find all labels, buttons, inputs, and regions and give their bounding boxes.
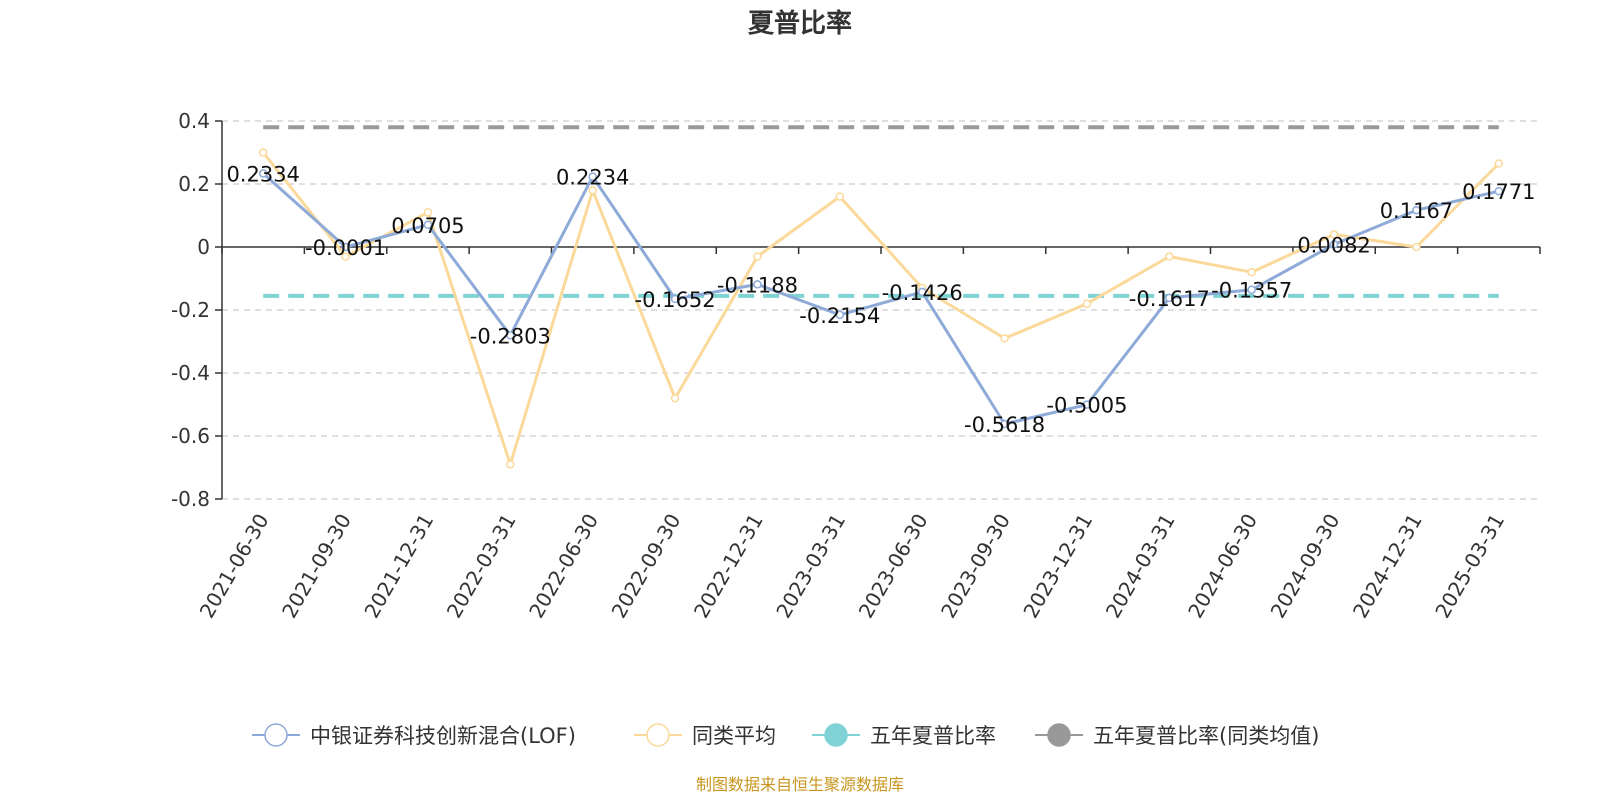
data-point xyxy=(835,310,845,320)
data-point xyxy=(506,331,515,340)
data-point xyxy=(1494,159,1504,168)
data-label: 0.1771 xyxy=(1462,180,1535,204)
x-tick-label: 2022-06-30 xyxy=(524,510,603,623)
data-label: 0.0082 xyxy=(1297,233,1370,257)
data-point xyxy=(1329,240,1339,249)
data-point xyxy=(1494,186,1504,196)
data-point xyxy=(670,393,680,403)
data-point xyxy=(1165,293,1174,303)
chart-title: 夏普比率 xyxy=(748,8,852,39)
legend-item: 中银证券科技创新混合(LOF) xyxy=(252,723,576,748)
x-tick-label: 2022-12-31 xyxy=(689,510,768,623)
data-point xyxy=(670,294,680,304)
data-label: 0.2334 xyxy=(226,162,299,186)
data-point xyxy=(1000,334,1009,343)
legend-swatch-marker xyxy=(824,723,848,747)
y-tick-label: 0.4 xyxy=(178,109,210,133)
data-point xyxy=(423,220,433,230)
x-tick-label: 2024-12-31 xyxy=(1348,510,1427,623)
y-tick-label: -0.4 xyxy=(171,361,210,385)
x-tick-label: 2023-12-31 xyxy=(1018,510,1097,623)
data-point xyxy=(1247,267,1256,277)
data-label: -0.1617 xyxy=(1129,287,1210,311)
legend-item: 五年夏普比率(同类均值) xyxy=(1035,723,1319,748)
data-label: 0.2234 xyxy=(556,166,629,190)
data-label: 0.0705 xyxy=(391,214,464,238)
data-point xyxy=(341,252,350,261)
legend-item: 五年夏普比率 xyxy=(812,723,996,748)
legend-swatch-marker xyxy=(1047,723,1071,747)
data-label: -0.2154 xyxy=(799,304,880,328)
series-lines xyxy=(262,151,1500,466)
y-tick-label: -0.2 xyxy=(171,298,210,322)
legend-label: 同类平均 xyxy=(692,724,776,748)
legend-label: 五年夏普比率(同类均值) xyxy=(1093,724,1319,748)
x-tick-label: 2022-09-30 xyxy=(606,510,685,623)
data-label: -0.5618 xyxy=(964,413,1045,437)
legend-label: 中银证券科技创新混合(LOF) xyxy=(310,724,576,748)
x-tick-label: 2024-03-31 xyxy=(1101,510,1180,623)
data-point xyxy=(1000,419,1009,429)
data-point xyxy=(1082,400,1092,409)
data-point xyxy=(423,208,433,217)
data-label: -0.2803 xyxy=(470,324,551,348)
legend-swatch-marker xyxy=(264,723,288,747)
data-point xyxy=(506,460,515,469)
data-point xyxy=(917,287,927,297)
data-label: -0.1188 xyxy=(717,273,798,297)
x-tick-label: 2023-06-30 xyxy=(854,510,933,623)
x-tick-label: 2023-09-30 xyxy=(936,510,1015,623)
data-label: -0.0001 xyxy=(305,236,386,260)
y-tick-label: -0.6 xyxy=(171,424,210,448)
data-label: -0.5005 xyxy=(1046,394,1127,418)
series-line xyxy=(262,151,1500,466)
data-point xyxy=(753,280,762,289)
data-label: -0.1357 xyxy=(1211,279,1292,303)
data-point xyxy=(753,252,762,261)
x-tick-label: 2021-09-30 xyxy=(277,510,356,623)
data-point xyxy=(1329,230,1339,239)
source-note: 制图数据来自恒生聚源数据库 xyxy=(696,775,904,794)
y-tick-label: -0.8 xyxy=(171,487,210,511)
data-point xyxy=(835,192,845,201)
grid-lines xyxy=(222,120,1540,500)
x-tick-label: 2022-03-31 xyxy=(442,510,521,623)
legend-item: 同类平均 xyxy=(634,723,776,748)
y-tick-label: 0.2 xyxy=(178,172,210,196)
legend: 中银证券科技创新混合(LOF) 同类平均 五年夏普比率 五年夏普比率(同类均值) xyxy=(252,723,1319,748)
data-point xyxy=(588,186,597,195)
series-points xyxy=(258,148,1504,469)
data-point xyxy=(588,172,597,181)
legend-label: 五年夏普比率 xyxy=(870,724,996,748)
y-axis-ticks: 0.4 0.2 0 -0.2 -0.4 -0.6 -0.8 xyxy=(171,109,222,511)
x-tick-label: 2025-03-31 xyxy=(1430,510,1509,623)
data-labels: 0.2334-0.00010.0705-0.28030.2234-0.1652-… xyxy=(226,162,1535,436)
data-label: 0.1167 xyxy=(1380,199,1453,223)
legend-swatch-marker xyxy=(646,723,670,747)
series-line xyxy=(262,172,1500,426)
data-point xyxy=(258,148,268,157)
y-tick-label: 0 xyxy=(197,235,210,259)
data-point xyxy=(341,242,350,252)
x-tick-label: 2023-03-31 xyxy=(771,510,850,623)
axes xyxy=(221,121,1540,499)
data-point xyxy=(1082,299,1092,308)
data-point xyxy=(1412,242,1421,252)
reference-lines xyxy=(263,125,1499,298)
data-point xyxy=(1247,285,1256,294)
x-tick-label: 2021-06-30 xyxy=(195,510,274,623)
data-point xyxy=(1165,252,1174,261)
x-tick-label: 2024-09-30 xyxy=(1265,510,1344,623)
data-label: -0.1652 xyxy=(635,288,716,312)
x-tick-label: 2021-12-31 xyxy=(359,510,438,623)
x-tick-label: 2024-06-30 xyxy=(1183,510,1262,623)
data-point xyxy=(258,169,268,178)
data-label: -0.1426 xyxy=(882,281,963,305)
data-point xyxy=(1412,205,1421,215)
